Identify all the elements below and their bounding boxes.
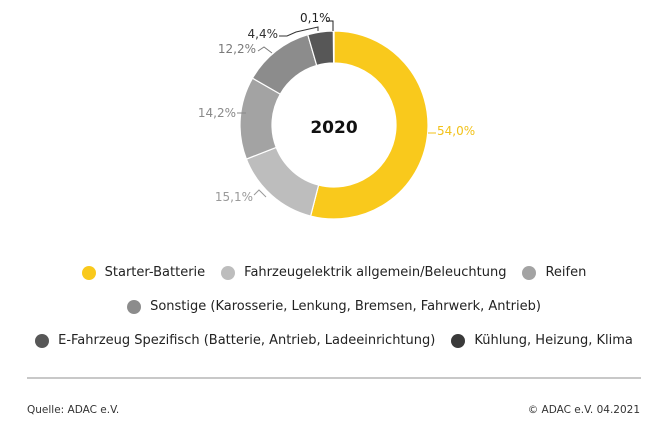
data-label-3: 12,2%	[218, 42, 256, 56]
donut-slice-1	[245, 146, 320, 217]
data-label-4: 4,4%	[248, 27, 279, 41]
donut-slice-5	[332, 30, 335, 64]
leader-line-3	[257, 46, 273, 54]
legend-item-sonstige: Sonstige (Karosserie, Lenkung, Bremsen, …	[127, 299, 541, 314]
legend-dot-icon	[221, 265, 236, 280]
legend-item-kuehlung: Kühlung, Heizung, Klima	[451, 333, 633, 348]
legend-label: E-Fahrzeug Spezifisch (Batterie, Antrieb…	[58, 333, 436, 348]
data-label-0: 54,0%	[437, 124, 475, 138]
leader-line-1	[253, 189, 267, 198]
legend-dot-icon	[522, 265, 537, 280]
legend-row-2: Sonstige (Karosserie, Lenkung, Bremsen, …	[0, 299, 668, 314]
legend-dot-icon	[127, 299, 142, 314]
legend-label: Fahrzeugelektrik allgemein/Beleuchtung	[244, 265, 507, 280]
data-label-2: 14,2%	[198, 106, 236, 120]
legend-item-e-fahrzeug: E-Fahrzeug Spezifisch (Batterie, Antrieb…	[35, 333, 435, 348]
legend-dot-icon	[81, 265, 96, 280]
center-label: 2020	[310, 118, 357, 138]
legend-dot-icon	[35, 333, 50, 348]
legend-label: Starter-Batterie	[104, 265, 206, 280]
divider	[27, 377, 641, 379]
legend-item-fahrzeugelektrik: Fahrzeugelektrik allgemein/Beleuchtung	[221, 265, 506, 280]
source-note: Quelle: ADAC e.V.	[27, 404, 120, 416]
data-label-5: 0,1%	[300, 11, 331, 25]
legend-item-starter-batterie: Starter-Batterie	[81, 265, 206, 280]
legend-dot-icon	[451, 333, 466, 348]
legend-item-reifen: Reifen	[522, 265, 586, 280]
donut-slice-0	[309, 30, 429, 220]
legend-label: Kühlung, Heizung, Klima	[474, 333, 633, 348]
copyright-note: © ADAC e.V. 04.2021	[527, 404, 640, 416]
legend-row-3: E-Fahrzeug Spezifisch (Batterie, Antrieb…	[0, 333, 668, 348]
leader-line-5	[326, 20, 334, 31]
legend-row-1: Starter-Batterie Fahrzeugelektrik allgem…	[0, 265, 668, 280]
data-label-1: 15,1%	[215, 190, 253, 204]
legend-label: Sonstige (Karosserie, Lenkung, Bremsen, …	[150, 299, 541, 314]
legend-label: Reifen	[545, 265, 587, 280]
leader-line-4	[279, 26, 319, 37]
donut-chart: 54,0% 15,1% 14,2% 12,2%4,4% 0,1% 2020	[198, 11, 475, 220]
